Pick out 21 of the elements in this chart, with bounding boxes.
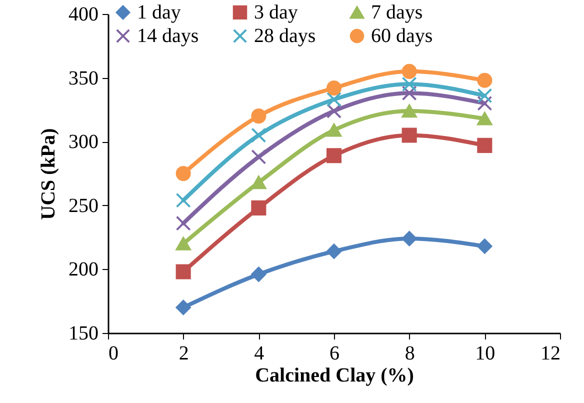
x-tick-label: 6	[330, 342, 340, 364]
y-tick-label: 400	[68, 4, 98, 26]
y-tick-label: 200	[68, 258, 98, 281]
legend-label: 14 days	[137, 25, 199, 47]
x-tick-label: 10	[475, 342, 496, 364]
legend-label: 3 day	[254, 1, 298, 24]
x-tick-label: 12	[540, 342, 560, 364]
x-tick-label: 2	[178, 342, 189, 364]
legend-label: 60 days	[371, 25, 433, 47]
x-tick-label: 8	[404, 342, 415, 364]
y-axis-title: UCS (kPa)	[38, 128, 60, 220]
y-tick-label: 350	[68, 67, 98, 90]
x-axis-title: Calcined Clay (%)	[255, 364, 414, 386]
x-tick-label: 0	[108, 342, 118, 364]
y-tick-label: 300	[68, 131, 98, 154]
legend-label: 7 days	[371, 2, 423, 24]
legend-label: 1 day	[137, 1, 181, 24]
legend-label: 28 days	[254, 25, 316, 47]
y-tick-label: 150	[68, 322, 98, 344]
y-tick-label: 250	[68, 194, 98, 217]
x-tick-label: 4	[254, 342, 264, 364]
